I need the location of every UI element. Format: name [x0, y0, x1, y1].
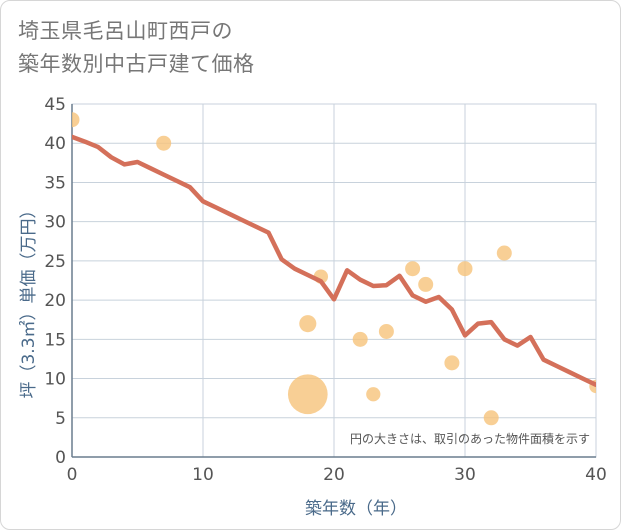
- chart-title: 埼玉県毛呂山町西戸の 築年数別中古戸建て価格: [18, 15, 255, 81]
- bubble-layer: [72, 112, 596, 426]
- bubble-point-7: [378, 323, 394, 339]
- bubble-point-5: [352, 331, 368, 347]
- bubble-point-11: [457, 261, 473, 277]
- y-tick-label-0: 0: [55, 448, 66, 468]
- bubble-point-1: [156, 135, 172, 151]
- x-tick-label-0: 0: [67, 465, 78, 485]
- x-tick-label-1: 10: [192, 465, 214, 485]
- bubble-point-3: [287, 374, 328, 415]
- y-axis-title: 坪（3.3㎡）単価（万円）: [19, 201, 39, 398]
- x-tick-label-3: 30: [454, 465, 476, 485]
- size-note: 円の大きさは、取引のあった物件面積を示す: [350, 431, 590, 446]
- bubble-point-10: [444, 355, 460, 371]
- x-tick-label-4: 40: [585, 465, 607, 485]
- bubble-point-13: [496, 245, 512, 261]
- trend-layer: [72, 134, 596, 388]
- x-axis-title: 築年数（年）: [305, 499, 407, 519]
- bubble-point-12: [483, 410, 499, 426]
- chart-title-line-2: 築年数別中古戸建て価格: [18, 52, 255, 76]
- y-tick-label-8: 40: [44, 134, 66, 154]
- x-tick-label-2: 20: [323, 465, 345, 485]
- y-tick-label-2: 10: [44, 370, 66, 390]
- y-tick-label-4: 20: [44, 291, 66, 311]
- y-tick-label-5: 25: [44, 252, 66, 272]
- chart-title-line-1: 埼玉県毛呂山町西戸の: [18, 19, 233, 43]
- bubble-point-6: [366, 387, 381, 402]
- trend-line: [72, 134, 596, 388]
- bubble-point-9: [418, 276, 434, 292]
- y-tick-label-9: 45: [44, 95, 66, 115]
- y-tick-label-3: 15: [44, 330, 66, 350]
- y-tick-label-7: 35: [44, 173, 66, 193]
- bubble-point-8: [405, 261, 421, 277]
- bubble-point-2: [299, 315, 317, 333]
- grid: [71, 103, 597, 458]
- y-tick-label-6: 30: [44, 213, 66, 233]
- tick-labels: 0 5 10 15 20 25 30 35 40 45 0 10 20 30 40: [44, 95, 606, 485]
- bubble-point-0: [72, 112, 80, 128]
- y-tick-label-1: 5: [55, 409, 66, 429]
